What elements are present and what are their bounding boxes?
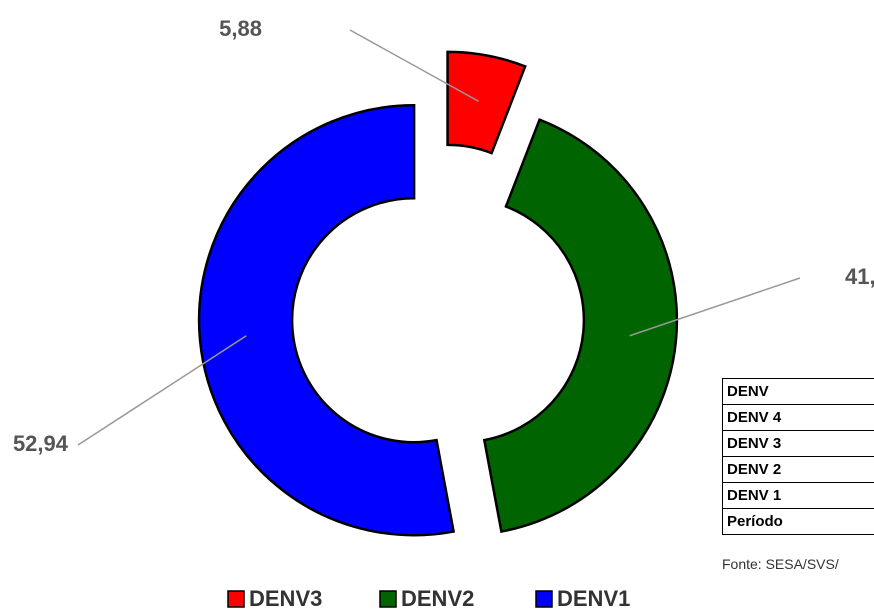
source-note: Fonte: SESA/SVS/: [722, 556, 839, 572]
legend-label: DENV2: [401, 586, 474, 611]
data-label: 52,94: [13, 431, 69, 456]
donut-slice: [482, 118, 679, 534]
table-cell: DENV 1: [722, 482, 874, 509]
leader-line: [349, 29, 479, 102]
donut-slice: [197, 103, 456, 537]
legend-swatch: [379, 590, 397, 608]
table-cell: DENV 3: [722, 430, 874, 457]
table-row: DENV: [722, 378, 874, 405]
table-cell: DENV 2: [722, 456, 874, 483]
table-cell: Período: [722, 508, 874, 535]
table-row: Período: [722, 508, 874, 535]
data-label: 41,18: [845, 264, 874, 289]
table-row: DENV 4: [722, 404, 874, 431]
table-row: DENV 2: [722, 456, 874, 483]
data-label: 5,88: [219, 16, 262, 41]
legend-label: DENV1: [557, 586, 630, 611]
legend-swatch: [227, 590, 245, 608]
legend-swatch: [535, 590, 553, 608]
data-table: DENV DENV 4 DENV 3 DENV 2 DENV 1 Período: [722, 378, 874, 535]
leader-line: [629, 277, 801, 337]
donut-slice: [446, 50, 527, 155]
leader-line: [77, 335, 247, 446]
legend-label: DENV3: [249, 586, 322, 611]
table-row: DENV 1: [722, 482, 874, 509]
table-cell: DENV: [722, 378, 874, 405]
table-row: DENV 3: [722, 430, 874, 457]
table-cell: DENV 4: [722, 404, 874, 431]
